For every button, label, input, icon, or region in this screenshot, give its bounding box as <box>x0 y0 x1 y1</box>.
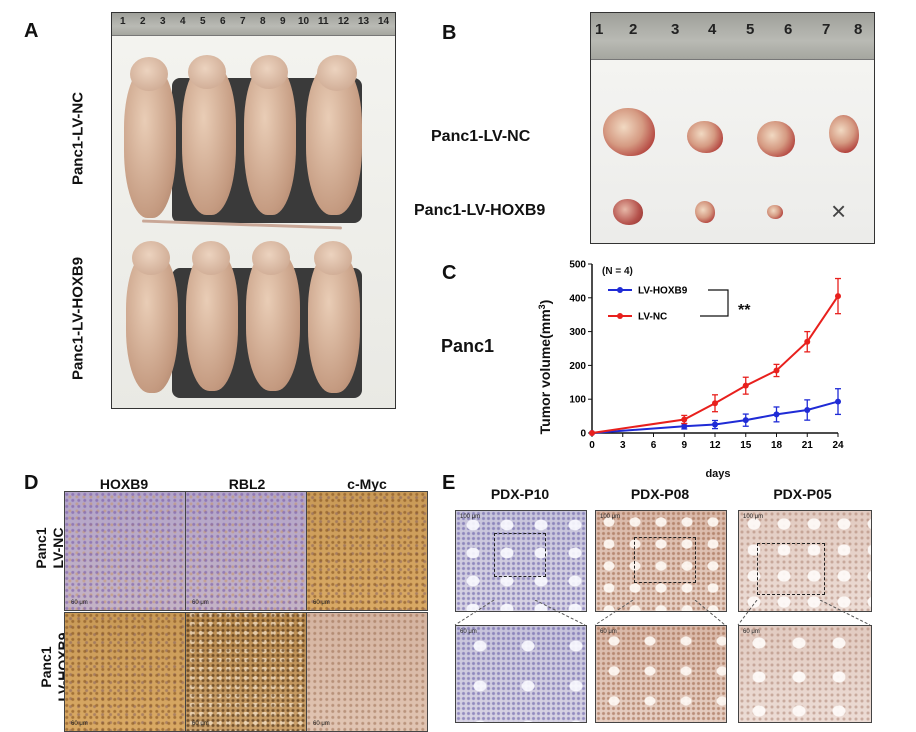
chart-y-tick-label: 300 <box>569 327 586 338</box>
tumor-nc-2 <box>687 121 723 153</box>
mouse-hoxb9-4-head <box>314 241 352 275</box>
data-point-lv-nc <box>773 367 780 374</box>
chart-y-tick-label: 100 <box>569 395 586 406</box>
legend-label-lv-hoxb9: LV-HOXB9 <box>638 286 688 297</box>
chart-x-tick-label: 3 <box>620 440 626 451</box>
significance-bracket <box>700 289 729 317</box>
tumors-photo: 1 2 3 4 5 6 7 8 × <box>590 12 875 244</box>
ihc-nc-hoxb9: 60 μm <box>64 491 186 611</box>
mouse-nc-4-head <box>317 55 357 91</box>
data-point-lv-nc <box>589 430 595 436</box>
panel-d-col-cmyc: c-Myc <box>347 476 387 492</box>
panel-a-row-label-top: Panc1-LV-NC <box>69 91 87 186</box>
panel-a-letter: A <box>24 20 39 42</box>
legend-marker-lv-hoxb9 <box>617 287 623 293</box>
data-point-lv-nc <box>681 416 688 423</box>
mouse-nc-3 <box>244 65 296 215</box>
tumor-volume-chart: 0 3 6 9 12 15 18 21 24 0 100 200 300 400 500 Tumor vol… <box>537 260 844 481</box>
missing-tumor-mark: × <box>831 196 847 226</box>
pdx-p08-overview: 100 μm <box>595 510 727 612</box>
data-point-lv-nc <box>742 382 749 389</box>
chart-x-tick-label: 0 <box>589 440 595 451</box>
pdx-p08-zoom: 60 μm <box>595 625 727 723</box>
data-point-lv-hoxb9 <box>804 407 811 414</box>
tumor-nc-3 <box>757 121 795 157</box>
panel-a-row-label-bottom: Panc1-LV-HOXB9 <box>69 256 87 381</box>
chart-ylabel: Tumor volume(mm3) <box>537 300 553 435</box>
panel-c-letter: C <box>442 262 457 284</box>
ihc-nc-cmyc: 60 μm <box>306 491 428 611</box>
panel-b-row-label-top: Panc1-LV-NC <box>431 128 531 145</box>
chart-x-tick-label: 15 <box>740 440 752 451</box>
panel-e-letter: E <box>442 472 456 494</box>
zoom-connector-lines <box>454 600 871 626</box>
chart-x-tick-label: 12 <box>709 440 721 451</box>
pdx-p10-inset-box <box>494 533 546 577</box>
data-point-lv-hoxb9 <box>835 398 841 405</box>
mouse-nc-2 <box>182 65 236 215</box>
panel-d-col-hoxb9: HOXB9 <box>99 476 149 492</box>
chart-n-annotation: (N = 4) <box>602 266 633 277</box>
data-point-lv-nc <box>712 400 718 407</box>
chart-x-tick-label: 18 <box>771 440 783 451</box>
panel-d-letter: D <box>24 472 39 494</box>
panel-b-letter: B <box>442 22 457 44</box>
ruler-a: 1 2 3 4 5 6 7 8 9 10 11 12 13 14 <box>112 13 395 36</box>
ruler-b: 1 2 3 4 5 6 7 8 <box>591 13 874 60</box>
mouse-nc-3-head <box>250 55 288 89</box>
panel-e-col-p08: PDX-P08 <box>630 486 690 502</box>
mouse-hoxb9-3-head <box>252 241 290 275</box>
ihc-hoxb9-hoxb9: 60 μm <box>64 612 186 732</box>
panel-e-col-p05: PDX-P05 <box>773 486 832 502</box>
mouse-hoxb9-1-head <box>132 241 170 275</box>
panel-e-col-p10: PDX-P10 <box>490 486 550 502</box>
chart-x-tick-label: 21 <box>802 440 814 451</box>
data-point-lv-hoxb9 <box>742 417 749 424</box>
ihc-hoxb9-cmyc: 60 μm <box>306 612 428 732</box>
mice-photo: 1 2 3 4 5 6 7 8 9 10 11 12 13 14 <box>111 12 396 409</box>
tumor-nc-1 <box>603 108 655 156</box>
ihc-hoxb9-rbl2: 60 μm <box>185 612 307 732</box>
tumor-hoxb9-2 <box>695 201 715 223</box>
tumor-nc-4 <box>829 115 859 153</box>
pdx-p10-overview: 100 μm <box>455 510 587 612</box>
data-point-lv-nc <box>804 338 811 345</box>
chart-x-tick-label: 6 <box>651 440 657 451</box>
chart-y-tick-label: 500 <box>569 260 586 271</box>
chart-y-tick-label: 400 <box>569 293 586 304</box>
mouse-hoxb9-4 <box>308 253 360 393</box>
legend-marker-lv-nc <box>617 313 623 319</box>
chart-y-tick-label: 200 <box>569 361 586 372</box>
legend-label-lv-nc: LV-NC <box>638 312 667 323</box>
pdx-p05-inset-box <box>757 543 825 595</box>
tumor-hoxb9-1 <box>613 199 643 225</box>
panel-d-col-rbl2: RBL2 <box>228 476 266 492</box>
panel-d-row-nc: Panc1 LV-NC <box>33 527 66 569</box>
data-point-lv-hoxb9 <box>712 421 718 428</box>
chart-y-tick-label: 0 <box>580 429 586 440</box>
data-point-lv-nc <box>835 293 841 300</box>
mouse-nc-1-head <box>130 57 168 91</box>
mouse-hoxb9-2-head <box>192 241 230 275</box>
chart-xlabel: days <box>705 468 730 480</box>
pdx-p05-overview: 100 μm <box>738 510 872 612</box>
tumor-hoxb9-3 <box>767 205 783 219</box>
pdx-p10-zoom: 60 μm <box>455 625 587 723</box>
mouse-nc-1 <box>124 68 176 218</box>
panel-c-side-label: Panc1 <box>441 336 495 356</box>
data-point-lv-hoxb9 <box>681 423 688 430</box>
pdx-p08-inset-box <box>634 537 696 583</box>
ihc-nc-rbl2: 60 μm <box>185 491 307 611</box>
chart-significance: ** <box>738 302 751 319</box>
chart-x-tick-label: 24 <box>832 440 844 451</box>
mouse-hoxb9-1 <box>126 253 178 393</box>
pdx-p05-zoom: 60 μm <box>738 625 872 723</box>
data-point-lv-hoxb9 <box>773 411 780 418</box>
chart-x-tick-label: 9 <box>681 440 687 451</box>
mouse-nc-2-head <box>188 55 226 89</box>
panel-b-row-label-bottom: Panc1-LV-HOXB9 <box>414 202 546 219</box>
